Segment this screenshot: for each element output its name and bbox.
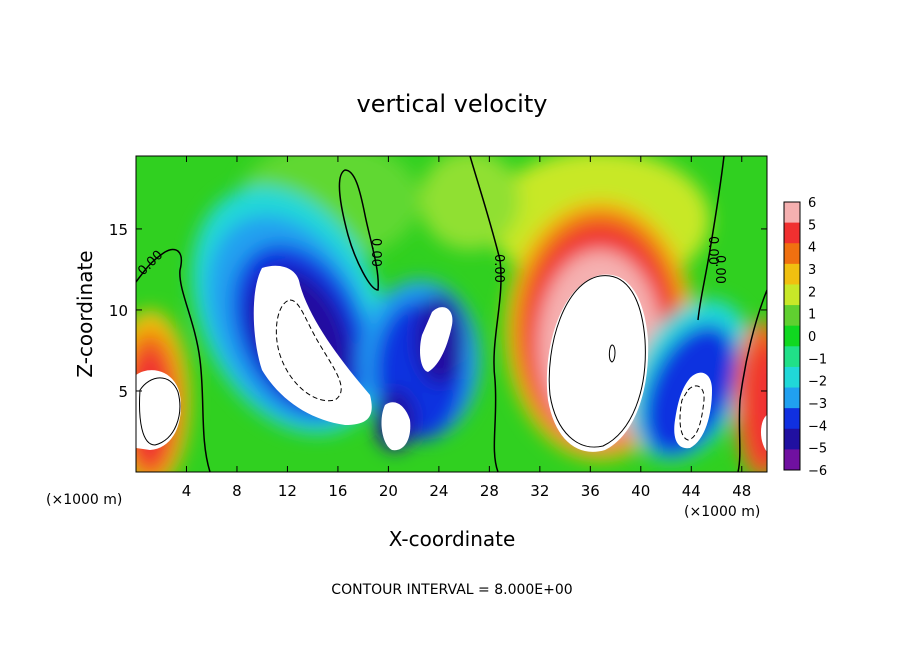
colorbar-label: −6 — [808, 464, 827, 479]
colorbar-label: 2 — [808, 285, 816, 300]
y-axis-label: Z-coordinate — [73, 250, 97, 377]
inner-contours — [139, 275, 705, 448]
x-tick-label: 40 — [631, 482, 650, 500]
colorbar: 6 5 4 3 2 1 0 −1 −2 −3 −4 −5 −6 — [783, 196, 827, 479]
colorbar-label: −1 — [808, 352, 827, 367]
x-tick-label: 44 — [682, 482, 701, 500]
heatmap-field — [136, 156, 767, 472]
colorbar-swatch — [784, 263, 800, 285]
colorbar-label: −3 — [808, 397, 827, 412]
x-tick-label: 36 — [581, 482, 600, 500]
colorbar-label: 0 — [808, 330, 816, 345]
plot-frame — [135, 155, 768, 473]
x-tick-label: 4 — [182, 482, 192, 500]
contour-label-2: 0.00 — [368, 238, 383, 267]
y-tick-label: 5 — [118, 383, 128, 401]
core-downdraft-20 — [381, 402, 411, 451]
x-unit-left: (×1000 m) — [46, 492, 122, 508]
x-tick-label: 20 — [379, 482, 398, 500]
colorbar-swatch — [784, 366, 800, 389]
colorbar-label: 6 — [808, 196, 816, 211]
colorbar-swatch — [784, 449, 800, 471]
x-tick-label: 16 — [328, 482, 347, 500]
chart-title: vertical velocity — [357, 90, 548, 118]
colorbar-swatch — [784, 243, 800, 265]
colorbar-label: −4 — [808, 419, 827, 434]
colorbar-label: 3 — [808, 263, 816, 278]
core-downdraft-44 — [674, 372, 712, 449]
y-tick-label: 15 — [109, 221, 128, 239]
x-tick-label: 24 — [429, 482, 448, 500]
colorbar-label: −5 — [808, 442, 827, 457]
x-tick-label: 12 — [278, 482, 297, 500]
contour-label-3: 0.00 — [491, 254, 506, 283]
contour-label-5: 0.00 — [712, 255, 727, 284]
x-unit-right: (×1000 m) — [684, 504, 760, 520]
x-tick-label: 8 — [232, 482, 242, 500]
colorbar-swatch — [784, 428, 800, 450]
core-downdraft-12 — [253, 265, 372, 425]
colorbar-swatch — [784, 222, 800, 244]
colorbar-swatch — [784, 202, 800, 224]
core-downdraft-24 — [420, 307, 453, 372]
colorbar-swatch — [784, 325, 800, 347]
colorbar-swatch — [784, 408, 800, 430]
colorbar-swatch — [784, 305, 800, 327]
x-tick-label: 48 — [732, 482, 751, 500]
colorbar-label: 5 — [808, 218, 816, 233]
contour-interval-note: CONTOUR INTERVAL = 8.000E+00 — [331, 582, 572, 598]
colorbar-swatch — [784, 284, 800, 306]
core-right-up — [760, 415, 767, 452]
colorbar-label: 4 — [808, 241, 816, 256]
contour-label-4: 0.00 — [705, 236, 720, 265]
x-axis-label: X-coordinate — [389, 527, 516, 551]
colorbar-label: −2 — [808, 375, 827, 390]
x-tick-label: 32 — [530, 482, 549, 500]
zero-contours — [136, 156, 767, 472]
y-tick-label: 10 — [109, 302, 128, 320]
x-axis: 4 8 12 16 20 24 28 32 36 40 44 48 — [182, 156, 751, 500]
y-axis: 5 10 15 — [109, 221, 767, 401]
core-updraft-37 — [546, 274, 649, 452]
colorbar-swatch — [784, 387, 800, 409]
colorbar-label: 1 — [808, 308, 816, 323]
colorbar-swatch — [784, 346, 800, 368]
colorbar-frame — [783, 201, 801, 471]
core-left-up — [136, 370, 181, 450]
x-tick-label: 28 — [480, 482, 499, 500]
